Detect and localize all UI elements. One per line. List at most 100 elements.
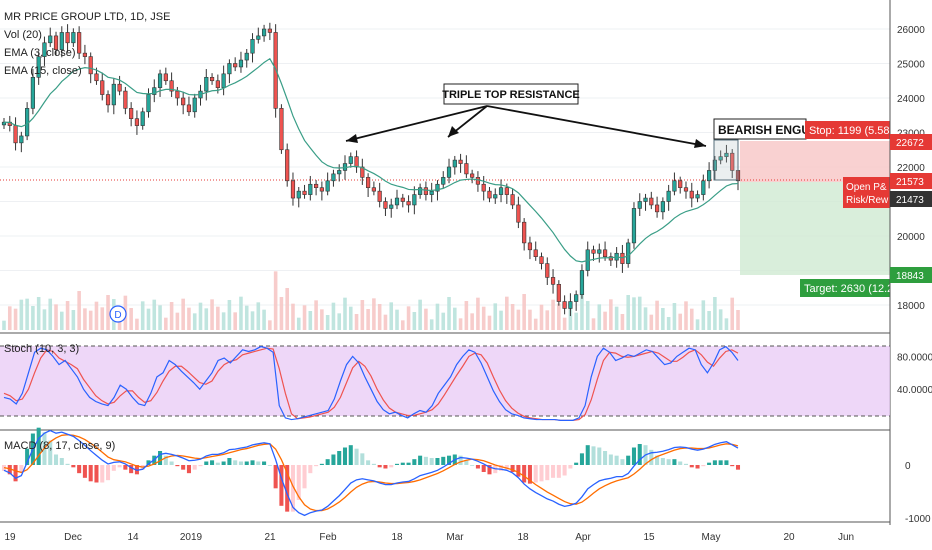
volume-bar-3 [19,299,24,330]
volume-bar-51 [296,317,301,330]
macd-hist-bar-67 [389,465,394,468]
candle-body-45 [261,28,267,37]
macd-hist-bar-74 [429,458,434,465]
macd-hist-bar-56 [325,459,330,465]
price-tick-2: 24000 [897,94,925,105]
candle-body-17 [100,80,105,95]
volume-bar-108 [626,295,630,330]
triple-top-annotation[interactable]: TRIPLE TOP RESISTANCE [345,83,707,148]
candlesticks[interactable] [1,22,741,317]
candle-body-75 [435,183,440,192]
volume-bar-115 [666,317,671,330]
candle-body-123 [712,159,717,171]
macd-hist-bar-35 [204,461,209,465]
candle-body-24 [140,111,145,126]
ema-slow-legend[interactable]: EMA (15, close) [4,65,82,77]
macd-hist-bar-27 [158,451,163,465]
volume-bar-77 [447,297,451,330]
volume-bar-74 [429,319,434,330]
volume-bar-37 [216,306,220,330]
candle-body-53 [308,183,313,195]
candle-body-23 [134,118,140,126]
stoch-d-line [3,347,739,421]
stop-zone[interactable] [740,141,890,182]
volume-bar-85 [493,303,498,330]
macd-hist-bar-109 [631,447,636,465]
macd-hist-bar-20 [117,465,122,468]
candle-body-81 [470,173,475,178]
volume-bar-6 [36,297,41,330]
macd-hist-bar-44 [256,461,261,465]
macd-legend[interactable]: MACD (8, 17, close, 9) [4,440,115,452]
open-pnl-group[interactable]: Open P& Risk/Rew [843,177,890,208]
volume-bar-23 [135,318,139,330]
candle-body-37 [215,80,220,88]
time-axis[interactable]: 19 Dec 14 2019 21 Feb 18 Mar 18 Apr 15 May 20 Jun [4,532,854,543]
macd-hist-bar-125 [724,460,729,465]
dividend-marker[interactable]: D [109,305,127,323]
candle-body-46 [267,28,272,33]
candle-body-104 [602,249,608,258]
macd-hist-bar-72 [418,455,423,465]
candle-body-89 [516,204,521,223]
candle-body-51 [296,190,301,199]
macd-hist-bar-71 [412,459,417,465]
macd-hist-bar-82 [475,465,480,469]
volume-bar-28 [164,317,168,330]
volume-bar-55 [320,309,324,330]
macd-hist-bar-6 [36,427,41,465]
volume-bar-92 [533,318,538,330]
volume-bar-82 [476,297,480,330]
macd-hist-bar-86 [499,465,504,471]
price-tag-stop: 22672 [890,134,932,150]
symbol-title[interactable]: MR PRICE GROUP LTD, 1D, JSE [4,11,170,23]
macd-tick-1: -1000 [905,514,931,525]
candle-body-54 [314,183,319,188]
candle-body-38 [221,73,226,88]
volume-bar-109 [632,297,636,330]
volume-bar-98 [568,303,573,330]
volume-bar-90 [522,294,526,330]
volume-bar-80 [464,301,469,330]
macd-hist-bar-30 [175,465,180,467]
arrow-head-3 [694,139,706,148]
candle-body-19 [111,83,116,106]
volume-bar-117 [678,313,682,330]
macd-hist-bar-8 [48,440,53,465]
candle-body-94 [545,263,550,278]
stop-label-bg [805,121,890,139]
macd-hist-bar-34 [198,465,203,467]
volume-bar-114 [661,308,665,330]
vol-legend[interactable]: Vol (20) [4,29,42,41]
stop-label-group[interactable]: Stop: 1199 (5.58 [805,121,890,139]
candle-body-82 [475,177,481,185]
candle-body-108 [626,242,631,264]
time-tick-0: 19 [4,532,16,543]
volume-bar-39 [227,300,232,330]
candle-body-55 [319,187,324,192]
bearish-annotation[interactable]: BEARISH ENGU [713,118,810,140]
triple-top-label: TRIPLE TOP RESISTANCE [442,89,580,101]
target-label-group[interactable]: Target: 2630 (12.2 [800,279,893,297]
macd-hist-bar-49 [285,465,290,512]
target-label-bg [800,279,890,297]
candle-body-76 [441,177,446,185]
macd-histogram [1,427,741,512]
candle-body-68 [394,197,400,206]
time-tick-9: Apr [575,532,591,543]
stoch-legend[interactable]: Stoch (10, 3, 3) [4,343,79,355]
candle-body-117 [678,180,683,189]
volume-bar-121 [701,300,706,330]
candle-body-22 [129,108,134,119]
candle-body-39 [227,63,232,75]
candle-body-44 [256,35,261,40]
macd-hist-bar-107 [620,459,625,465]
volume-bar-1 [7,306,12,330]
volume-bar-16 [94,301,99,330]
ema-fast-legend[interactable]: EMA (3, close) [4,47,76,59]
volume-bar-42 [244,305,249,330]
candle-body-9 [53,35,59,51]
candle-body-80 [464,163,469,175]
bearish-engulfing-box[interactable] [713,139,739,181]
